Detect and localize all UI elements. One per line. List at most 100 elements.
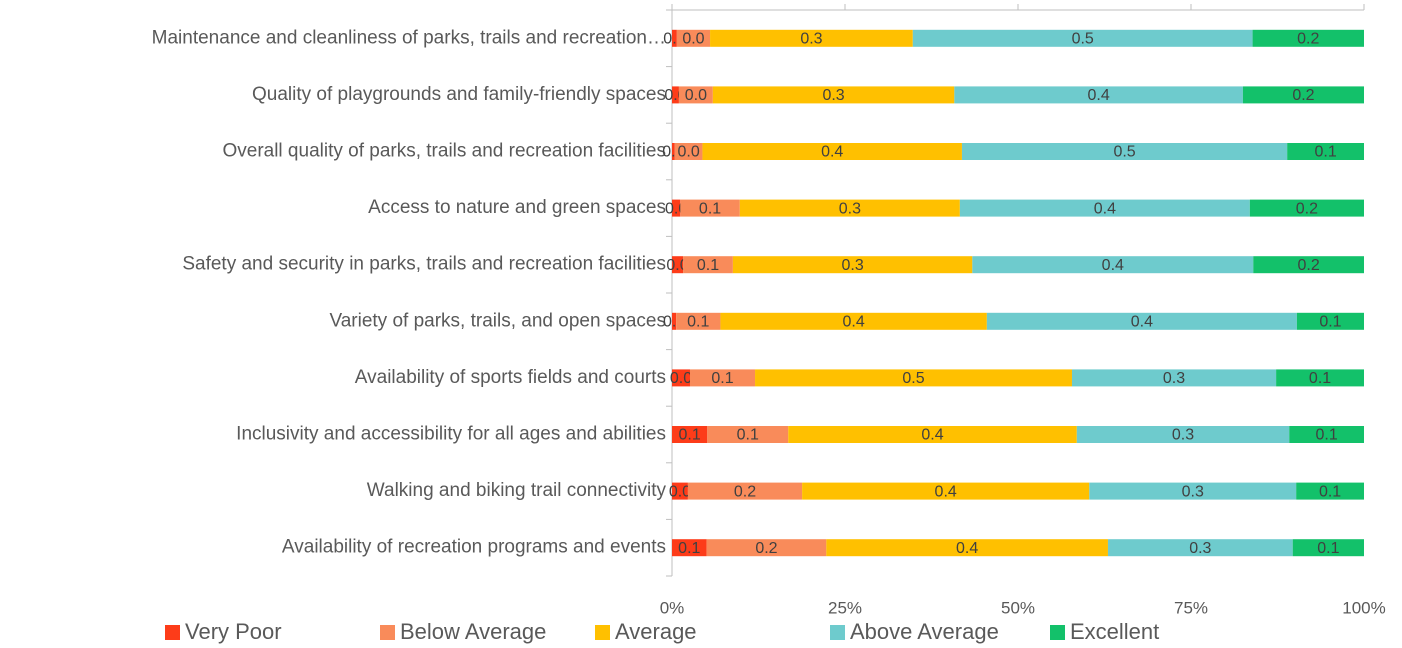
- data-label: 0.1: [699, 200, 721, 217]
- bar-segment: [739, 199, 960, 217]
- bar-segment: [954, 86, 1243, 104]
- data-label: 0.4: [1131, 314, 1153, 331]
- legend-swatch: [595, 625, 610, 640]
- x-tick-label: 25%: [828, 598, 862, 617]
- bar-segment: [1296, 312, 1364, 330]
- bar-segment: [687, 482, 803, 500]
- data-label: 0.4: [1087, 87, 1109, 104]
- bar-segment: [676, 312, 721, 330]
- data-label: 0.2: [1296, 200, 1318, 217]
- y-tick-label: Quality of playgrounds and family-friend…: [252, 84, 666, 105]
- bar-segment: [672, 482, 688, 500]
- legend-label: Below Average: [400, 619, 546, 644]
- bar-segment: [710, 29, 913, 47]
- data-label: 0.4: [1102, 257, 1124, 274]
- bar-segment: [1287, 143, 1364, 160]
- data-label: 0.2: [1297, 31, 1319, 48]
- x-tick-label: 100%: [1342, 598, 1385, 617]
- data-label: 0.2: [755, 540, 777, 557]
- x-tick-label: 50%: [1001, 598, 1035, 617]
- data-label: 0.3: [822, 87, 844, 104]
- data-label: 0.0: [677, 144, 699, 161]
- bar-segment: [1289, 426, 1364, 443]
- data-label: 0.0: [682, 31, 704, 48]
- data-label: 0.4: [956, 540, 978, 557]
- bar-segment: [1089, 482, 1297, 500]
- y-tick-label: Overall quality of parks, trails and rec…: [222, 141, 666, 162]
- bar-segment: [706, 539, 827, 557]
- data-label: 0.5: [1072, 31, 1094, 48]
- data-label: 0.3: [839, 200, 861, 217]
- data-label: 0.3: [800, 31, 822, 48]
- data-label: 0.0: [670, 370, 692, 387]
- bar-segment: [707, 426, 789, 443]
- bar-segment: [1276, 369, 1364, 387]
- bar-segment: [912, 29, 1253, 47]
- legend-swatch: [830, 625, 845, 640]
- data-label: 0.1: [678, 540, 700, 557]
- data-label: 0.1: [687, 314, 709, 331]
- legend-swatch: [380, 625, 395, 640]
- data-label: 0.4: [843, 314, 865, 331]
- data-label: 0.1: [679, 427, 701, 444]
- data-label: 0.3: [1182, 483, 1204, 500]
- bar-segment: [959, 199, 1250, 217]
- legend-label: Average: [615, 619, 697, 644]
- data-label: 0.4: [935, 483, 957, 500]
- data-label: 0.4: [1094, 200, 1116, 217]
- data-label: 0.5: [1113, 144, 1135, 161]
- data-label: 0.2: [734, 483, 756, 500]
- bar-segment: [1252, 29, 1364, 47]
- bar-segment: [1249, 199, 1364, 217]
- y-tick-label: Availability of sports fields and courts: [355, 367, 666, 388]
- data-label: 0.1: [697, 257, 719, 274]
- legend-label: Above Average: [850, 619, 999, 644]
- bar-segment: [672, 143, 675, 160]
- data-label: 0.2: [1292, 87, 1314, 104]
- legend-label: Excellent: [1070, 619, 1159, 644]
- y-tick-label: Availability of recreation programs and …: [282, 537, 666, 558]
- bar-segment: [672, 29, 677, 47]
- bar-segment: [961, 143, 1288, 160]
- data-label: 0.0: [669, 483, 691, 500]
- data-label: 0.1: [1314, 144, 1336, 161]
- y-tick-label: Walking and biking trail connectivity: [367, 480, 667, 501]
- legend-label: Very Poor: [185, 619, 282, 644]
- bar-segment: [1107, 539, 1293, 557]
- bar-segment: [683, 256, 733, 274]
- data-label: 0.5: [902, 370, 924, 387]
- bar-segment: [672, 199, 681, 217]
- y-tick-label: Safety and security in parks, trails and…: [182, 254, 666, 275]
- bar-segment: [672, 86, 679, 104]
- data-label: 0.1: [1319, 314, 1341, 331]
- bar-segment: [972, 256, 1254, 274]
- legend-swatch: [165, 625, 180, 640]
- data-label: 0.2: [1298, 257, 1320, 274]
- y-tick-label: Inclusivity and accessibility for all ag…: [236, 424, 666, 445]
- bar-segment: [802, 482, 1090, 500]
- bar-segment: [680, 199, 740, 217]
- bar-segment: [986, 312, 1297, 330]
- bar-segment: [1242, 86, 1364, 104]
- data-label: 0.1: [1316, 427, 1338, 444]
- bar-segment: [1296, 482, 1364, 500]
- bar-segment: [1292, 539, 1364, 557]
- bar-segment: [712, 86, 955, 104]
- bar-segment: [732, 256, 973, 274]
- data-label: 0.3: [1189, 540, 1211, 557]
- data-label: 0.1: [737, 427, 759, 444]
- legend-swatch: [1050, 625, 1065, 640]
- bar-segment: [672, 256, 684, 274]
- bar-segment: [755, 369, 1072, 387]
- data-label: 0.3: [1172, 427, 1194, 444]
- bar-segment: [672, 539, 707, 557]
- bar-segment: [689, 369, 756, 387]
- x-tick-label: 0%: [660, 598, 685, 617]
- bar-segment: [702, 143, 962, 160]
- data-label: 0.3: [841, 257, 863, 274]
- bar-segment: [672, 312, 677, 330]
- data-label: 0.1: [1309, 370, 1331, 387]
- bar-segment: [672, 426, 708, 443]
- data-label: 0.4: [921, 427, 943, 444]
- data-label: 0.1: [1319, 483, 1341, 500]
